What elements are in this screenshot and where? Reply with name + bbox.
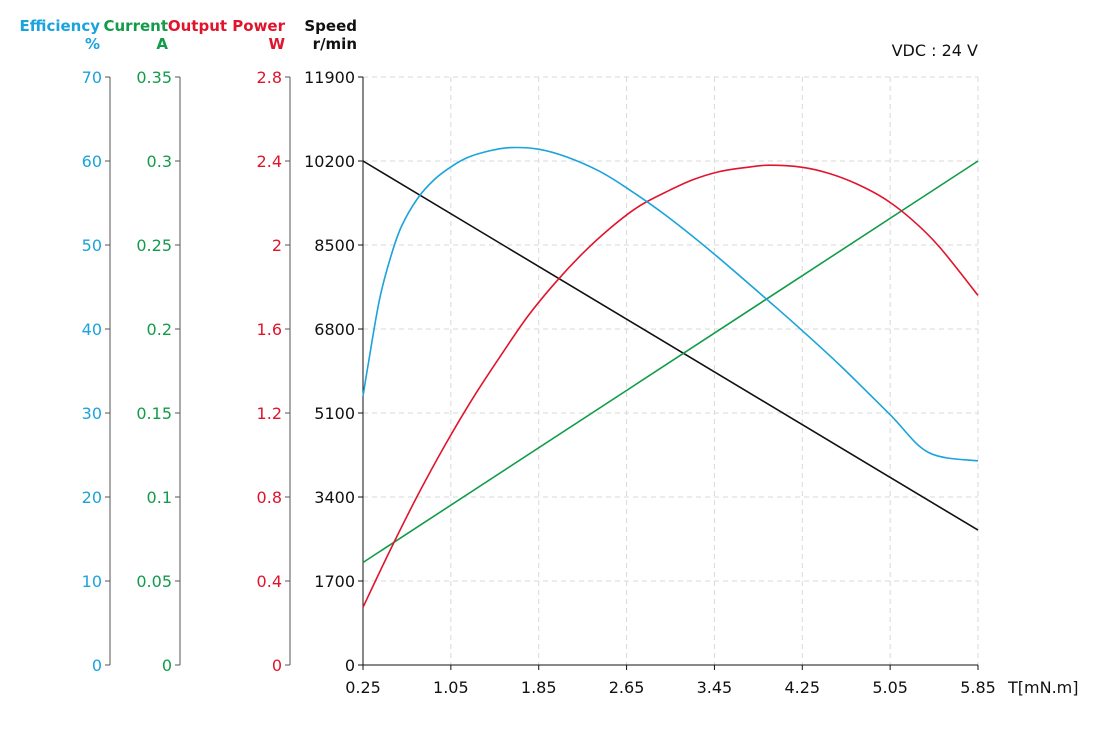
efficiency-axis-title: Efficiency: [19, 17, 100, 35]
speed-tick-label: 0: [345, 656, 355, 675]
current-tick-label: 0.2: [147, 320, 172, 339]
output_power-axis-unit: W: [268, 35, 285, 53]
speed-tick-label: 1700: [314, 572, 355, 591]
current-tick-label: 0: [162, 656, 172, 675]
x-tick-label: 5.05: [872, 678, 908, 697]
chart-series: [362, 146, 979, 608]
efficiency-tick-label: 20: [82, 488, 102, 507]
output_power-axis-title: Output Power: [168, 17, 286, 35]
output_power-tick-label: 0: [272, 656, 282, 675]
x-tick-label: 4.25: [784, 678, 820, 697]
x-tick-label: 1.05: [433, 678, 469, 697]
x-tick-label: 0.25: [345, 678, 381, 697]
chart-axes: 010203040506070Efficiency%00.050.10.150.…: [19, 17, 995, 697]
efficiency-axis-unit: %: [85, 35, 100, 53]
output_power-series-line: [362, 164, 979, 608]
x-tick-label: 2.65: [609, 678, 645, 697]
efficiency-tick-label: 30: [82, 404, 102, 423]
output_power-tick-label: 0.4: [257, 572, 282, 591]
output_power-tick-label: 2.4: [257, 152, 282, 171]
speed-tick-label: 11900: [304, 68, 355, 87]
speed-tick-label: 5100: [314, 404, 355, 423]
efficiency-series-line: [362, 146, 979, 462]
output_power-tick-label: 1.2: [257, 404, 282, 423]
current-series-line: [362, 160, 979, 564]
current-axis-unit: A: [156, 35, 168, 53]
x-tick-label: 3.45: [697, 678, 733, 697]
speed-axis-title: Speed: [304, 17, 357, 35]
output_power-tick-label: 2: [272, 236, 282, 255]
vdc-annotation: VDC : 24 V: [892, 41, 978, 60]
current-tick-label: 0.15: [136, 404, 172, 423]
speed-tick-label: 8500: [314, 236, 355, 255]
output_power-tick-label: 2.8: [257, 68, 282, 87]
efficiency-tick-label: 70: [82, 68, 102, 87]
speed-series-line: [362, 160, 979, 531]
x-tick-label: 1.85: [521, 678, 557, 697]
x-axis-label: T[mN.m]: [1007, 678, 1078, 697]
output_power-tick-label: 1.6: [257, 320, 282, 339]
speed-tick-label: 10200: [304, 152, 355, 171]
efficiency-tick-label: 10: [82, 572, 102, 591]
efficiency-tick-label: 0: [92, 656, 102, 675]
current-tick-label: 0.3: [147, 152, 172, 171]
speed-tick-label: 3400: [314, 488, 355, 507]
plot-grid: [363, 76, 979, 665]
speed-tick-label: 6800: [314, 320, 355, 339]
current-tick-label: 0.1: [147, 488, 172, 507]
output_power-tick-label: 0.8: [257, 488, 282, 507]
efficiency-tick-label: 40: [82, 320, 102, 339]
current-axis-title: Current: [103, 17, 168, 35]
x-tick-label: 5.85: [960, 678, 996, 697]
efficiency-tick-label: 50: [82, 236, 102, 255]
current-tick-label: 0.25: [136, 236, 172, 255]
current-tick-label: 0.35: [136, 68, 172, 87]
efficiency-tick-label: 60: [82, 152, 102, 171]
current-tick-label: 0.05: [136, 572, 172, 591]
speed-axis-unit: r/min: [313, 35, 357, 53]
